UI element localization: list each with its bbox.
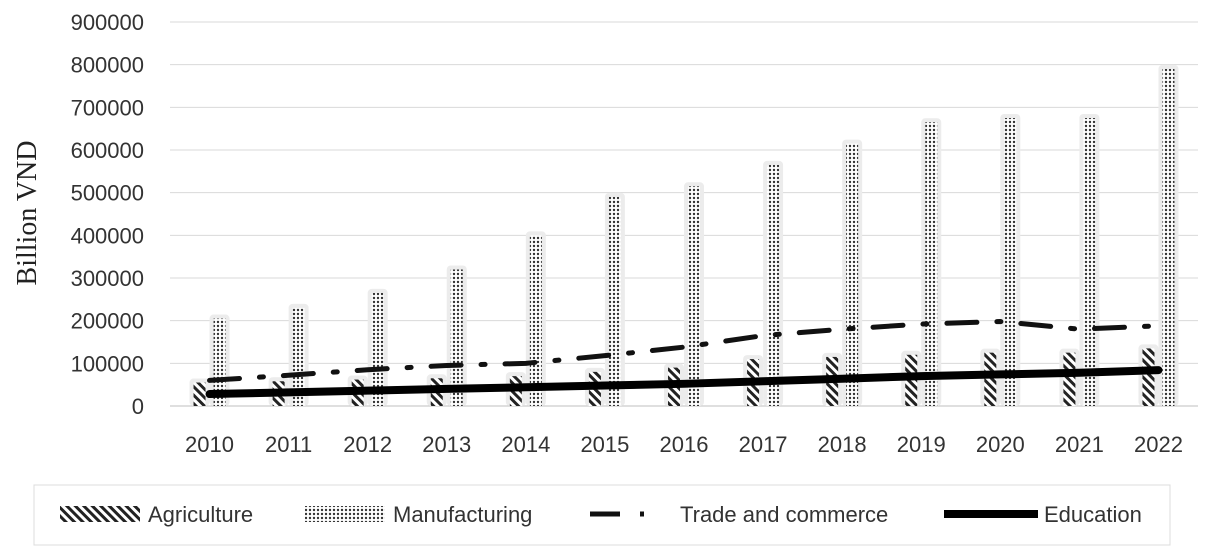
bar-agriculture xyxy=(193,382,206,406)
bar-agriculture xyxy=(1142,348,1155,406)
x-tick-label: 2017 xyxy=(739,432,788,457)
legend-label-agriculture: Agriculture xyxy=(148,502,253,527)
y-tick-label: 200000 xyxy=(71,309,144,334)
legend-label-education: Education xyxy=(1044,502,1142,527)
y-tick-label: 600000 xyxy=(71,138,144,163)
bar-manufacturing xyxy=(688,186,700,406)
y-tick-label: 100000 xyxy=(71,351,144,376)
x-tick-label: 2012 xyxy=(343,432,392,457)
x-tick-label: 2013 xyxy=(422,432,471,457)
x-tick-label: 2014 xyxy=(501,432,550,457)
line-trade-and-commerce xyxy=(207,319,1161,383)
y-axis: 0 100000 200000 300000 400000 500000 600000 700… xyxy=(71,10,144,419)
x-tick-label: 2021 xyxy=(1055,432,1104,457)
bar-manufacturing xyxy=(371,292,384,406)
bar-manufacturing xyxy=(925,122,938,407)
x-tick-label: 2022 xyxy=(1134,432,1183,457)
x-tick-label: 2011 xyxy=(265,432,312,457)
bar-agriculture xyxy=(984,352,997,406)
x-tick-label: 2018 xyxy=(818,432,867,457)
line-education xyxy=(205,366,1163,399)
legend-items: Agriculture Manufacturing Trade and comm… xyxy=(60,502,1142,527)
bar-manufacturing xyxy=(213,318,226,406)
y-tick-label: 400000 xyxy=(71,223,144,248)
bar-manufacturing xyxy=(608,196,621,406)
x-axis: 2010 2011 2012 2013 2014 2015 2016 2017 2018 2019… xyxy=(185,432,1183,457)
bar-manufacturing xyxy=(767,164,780,406)
y-tick-label: 700000 xyxy=(71,95,144,120)
y-tick-label: 300000 xyxy=(71,266,144,291)
x-tick-label: 2019 xyxy=(897,432,946,457)
x-tick-label: 2015 xyxy=(580,432,629,457)
y-tick-label: 500000 xyxy=(71,181,144,206)
y-axis-label: Billion VND xyxy=(12,141,43,286)
legend-label-trade-and-commerce: Trade and commerce xyxy=(680,502,888,527)
bar-manufacturing xyxy=(450,269,463,406)
bar-manufacturing xyxy=(1083,118,1096,406)
bar-manufacturing xyxy=(846,143,859,406)
y-tick-label: 900000 xyxy=(71,10,144,35)
y-tick-label: 0 xyxy=(132,394,144,419)
bar-manufacturing xyxy=(1004,118,1017,406)
bar-manufacturing xyxy=(529,235,542,406)
bar-manufacturing xyxy=(292,307,305,406)
y-tick-label: 800000 xyxy=(71,53,144,78)
legend-swatch-agriculture xyxy=(60,506,140,522)
x-tick-label: 2016 xyxy=(660,432,709,457)
x-tick-label: 2010 xyxy=(185,432,234,457)
series-lines xyxy=(205,319,1163,399)
bar-manufacturing xyxy=(1162,68,1175,406)
x-tick-label: 2020 xyxy=(976,432,1025,457)
bars xyxy=(189,64,1179,407)
legend-label-manufacturing: Manufacturing xyxy=(393,502,532,527)
bar-agriculture xyxy=(1063,352,1076,406)
legend-swatch-manufacturing xyxy=(305,506,385,522)
